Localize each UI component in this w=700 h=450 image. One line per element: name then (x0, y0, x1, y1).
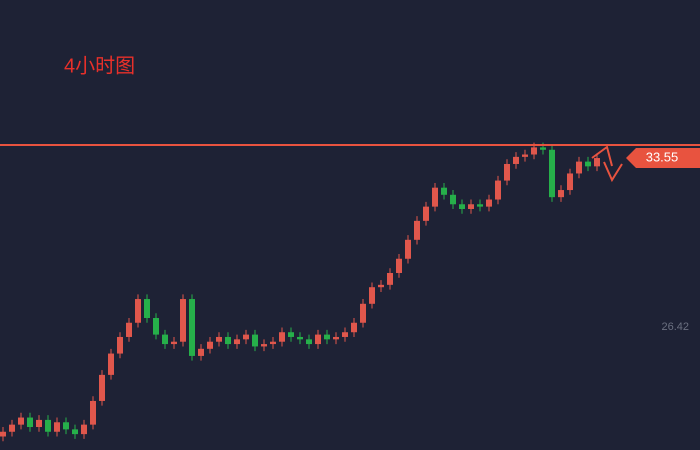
candle-body (351, 322, 357, 333)
candle-body (486, 199, 492, 207)
candle-body (279, 332, 285, 342)
candle-body (531, 147, 537, 155)
candle-body (288, 332, 294, 337)
candle-body (558, 190, 564, 198)
candle-body (504, 163, 510, 181)
price-badge (626, 148, 700, 169)
candle-body (153, 318, 159, 335)
candle-body (324, 334, 330, 340)
candle-body (522, 154, 528, 157)
candle-body (9, 424, 15, 432)
candle-body (99, 374, 105, 401)
candle-body (459, 204, 465, 210)
candle-body (369, 287, 375, 304)
candle-body (216, 336, 222, 342)
candle-body (306, 339, 312, 345)
candle-body (360, 303, 366, 323)
candle-body (252, 334, 258, 347)
candle-body (198, 348, 204, 356)
candle-body (270, 341, 276, 345)
candle-body (27, 417, 33, 428)
candle-body (63, 422, 69, 430)
candle-body (90, 400, 96, 425)
candle-body (333, 336, 339, 340)
candle-body (180, 299, 186, 342)
candle-body (513, 156, 519, 164)
y-tick-label: 26.42 (661, 321, 689, 333)
candle-body (117, 336, 123, 354)
candle-body (378, 284, 384, 288)
candle-body (468, 204, 474, 210)
candle-body (594, 158, 600, 167)
price-badge-label: 33.55 (646, 149, 679, 164)
candle-body (576, 161, 582, 174)
candle-body (405, 239, 411, 259)
candle-body (162, 334, 168, 345)
candle-body (450, 194, 456, 205)
candle-body (342, 332, 348, 337)
candle-body (171, 341, 177, 345)
candle-body (72, 429, 78, 435)
candle-body (36, 419, 42, 428)
candle-body (45, 419, 51, 432)
candle-body (495, 180, 501, 200)
candle-body (567, 173, 573, 191)
candle-body (315, 334, 321, 345)
candle-body (18, 417, 24, 425)
candle-body (54, 422, 60, 432)
candle-body (540, 147, 546, 150)
candle-body (297, 336, 303, 340)
candle-body (387, 272, 393, 285)
candle-body (414, 220, 420, 240)
candle-body (126, 322, 132, 337)
candle-body (423, 206, 429, 221)
candle-body (432, 187, 438, 207)
candle-body (144, 299, 150, 319)
candle-body (243, 334, 249, 340)
candle-body (549, 149, 555, 198)
candle-body (81, 424, 87, 435)
candle-body (0, 431, 6, 437)
candle-body (135, 299, 141, 323)
candle-body (441, 187, 447, 195)
candle-body (585, 161, 591, 167)
candle-body (396, 258, 402, 273)
candle-body (108, 353, 114, 375)
candle-body (234, 339, 240, 345)
candle-body (189, 299, 195, 356)
chart-title: 4小时图 (64, 54, 135, 77)
candle-body (207, 341, 213, 349)
candle-body (225, 336, 231, 345)
candle-body (261, 344, 267, 347)
candle-body (477, 204, 483, 207)
